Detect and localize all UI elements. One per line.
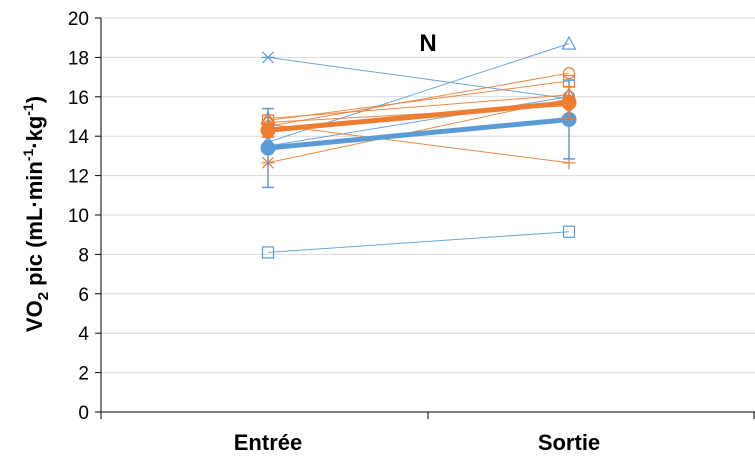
y-axis-title-sup1: -1 xyxy=(20,148,36,161)
y-tick-label: 6 xyxy=(78,285,89,306)
series-line xyxy=(267,72,570,127)
axes xyxy=(95,17,755,419)
data-point xyxy=(261,51,275,64)
x-tick-label: Sortie xyxy=(538,430,600,455)
mean-series xyxy=(260,79,577,189)
mean-line xyxy=(265,116,572,151)
individual-series xyxy=(261,225,576,259)
y-axis-title-prefix: VO xyxy=(22,300,47,332)
y-axis-title-mid2: ·kg xyxy=(22,116,47,149)
y-tick-label: 2 xyxy=(78,364,89,385)
individual-series xyxy=(260,35,577,259)
gridlines xyxy=(101,17,755,374)
y-tick-label: 10 xyxy=(68,206,89,227)
x-tick-labels: Entrée Sortie xyxy=(234,430,600,455)
y-tick-label: 0 xyxy=(78,403,89,424)
y-tick-labels: 0 2 4 6 8 10 12 14 16 18 20 xyxy=(68,9,90,424)
chart-title: N xyxy=(419,30,436,57)
series-line xyxy=(267,80,570,121)
series-line xyxy=(267,56,570,100)
series-line xyxy=(267,94,570,119)
y-axis-title-suffix: ) xyxy=(22,96,47,103)
y-tick-label: 18 xyxy=(68,48,89,69)
y-tick-label: 14 xyxy=(68,127,90,148)
y-tick-label: 16 xyxy=(68,88,89,109)
y-tick-label: 4 xyxy=(78,324,89,345)
x-tick-label: Entrée xyxy=(234,430,302,455)
y-axis-title: VO2 pic (mL·min-1·kg-1) xyxy=(20,96,52,332)
y-axis-title-subscript: 2 xyxy=(35,292,52,300)
series-line xyxy=(267,123,570,164)
mean-line xyxy=(265,100,572,133)
mean-series xyxy=(260,79,577,189)
y-axis-title-sup2: -1 xyxy=(20,103,36,116)
y-tick-label: 20 xyxy=(68,9,89,30)
mean-point xyxy=(260,140,276,156)
data-point xyxy=(261,246,275,259)
y-tick-label: 12 xyxy=(68,167,89,188)
y-tick-label: 8 xyxy=(78,245,89,266)
data-point xyxy=(561,35,577,50)
series-line xyxy=(267,231,570,253)
y-axis-title-mid1: pic (mL·min xyxy=(22,161,47,292)
mean-point xyxy=(561,95,577,111)
data-point xyxy=(562,225,576,238)
mean-series xyxy=(260,86,577,138)
mean-point xyxy=(260,122,276,138)
data-point xyxy=(562,67,576,80)
